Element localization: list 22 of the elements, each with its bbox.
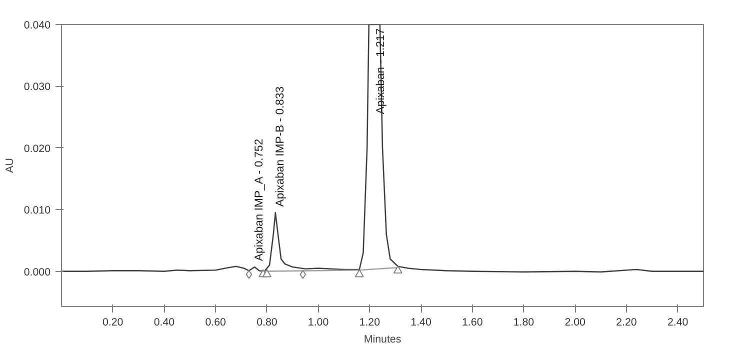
x-tick-label: 1.60 — [462, 316, 483, 328]
x-tick-label: 0.40 — [154, 316, 175, 328]
x-tick-label: 0.60 — [205, 316, 226, 328]
x-tick-label: 2.40 — [667, 316, 688, 328]
x-tick-label: 2.00 — [564, 316, 586, 328]
x-tick-label: 0.20 — [102, 316, 124, 328]
annotation: Apixaban - 1.217 — [375, 28, 388, 114]
y-tick-label: 0.000 — [24, 266, 51, 278]
x-tick-label: 1.40 — [410, 316, 432, 328]
annotation: Apixaban IMP-B - 0.833 — [274, 86, 286, 207]
annotation: Apixaban IMP_A - 0.752 — [254, 138, 266, 262]
x-tick-label: 1.20 — [359, 316, 380, 328]
y-tick-label: 0.030 — [24, 81, 51, 94]
y-tick-label: 0.010 — [24, 204, 51, 217]
x-tick-label: 2.20 — [616, 316, 637, 328]
y-tick-label: 0.020 — [24, 142, 51, 155]
y-tick-label: 0.040 — [24, 20, 51, 32]
x-axis-title: Minutes — [364, 334, 402, 346]
x-tick-label: 0.80 — [256, 316, 278, 328]
x-tick-label: 1.80 — [513, 316, 534, 328]
x-tick-label: 1.00 — [308, 316, 329, 328]
y-axis-title: AU — [4, 158, 16, 173]
